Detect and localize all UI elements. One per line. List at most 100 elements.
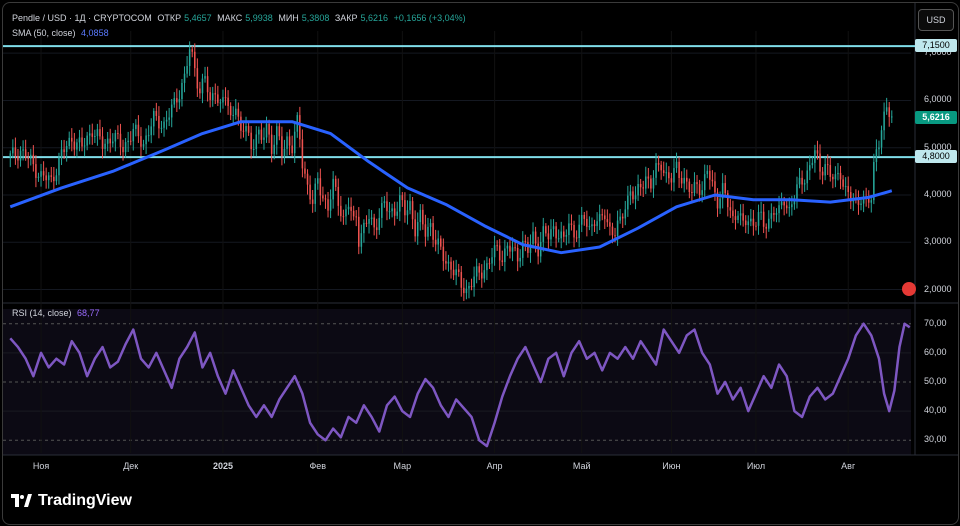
candles-group — [9, 41, 893, 302]
candle-body — [68, 137, 70, 147]
candle-body — [785, 205, 788, 209]
candle-body — [437, 238, 439, 245]
candle-body — [816, 150, 819, 154]
currency-button[interactable]: USD — [918, 9, 954, 31]
candle-body — [399, 195, 401, 212]
candle-body — [50, 175, 53, 177]
candle-body — [278, 126, 281, 137]
candle-body — [847, 186, 849, 193]
candle-body — [73, 141, 76, 150]
candle-body — [821, 171, 824, 176]
last-price-label: 5,6216 — [915, 111, 957, 125]
tradingview-logo[interactable]: TradingView — [11, 492, 132, 510]
candle-body — [645, 176, 647, 189]
candle-body — [224, 97, 227, 99]
candle-body — [247, 126, 250, 133]
candle-body — [675, 161, 678, 169]
candle-body — [409, 201, 411, 211]
candle-body — [637, 183, 639, 196]
candle-body — [173, 98, 176, 105]
candle-body — [519, 257, 521, 262]
candle-body — [209, 92, 211, 100]
candle-body — [475, 266, 478, 277]
candle-body — [368, 218, 370, 224]
rsi-pane-background — [3, 309, 911, 455]
candle-body — [27, 157, 29, 159]
candle-body — [250, 132, 252, 150]
candle-body — [468, 286, 470, 289]
candle-body — [583, 214, 586, 219]
candle-body — [452, 269, 455, 276]
candle-body — [601, 214, 603, 216]
candle-body — [32, 154, 35, 165]
candle-body — [122, 146, 124, 153]
candle-body — [427, 226, 429, 237]
candle-body — [596, 221, 598, 226]
candle-body — [424, 224, 427, 237]
candle-body — [716, 192, 719, 209]
candle-body — [150, 126, 152, 136]
candle-body — [153, 110, 155, 127]
candle-body — [445, 261, 447, 264]
candle-body — [788, 207, 791, 209]
candle-body — [660, 164, 662, 171]
candle-body — [337, 186, 340, 206]
candle-body — [824, 164, 826, 176]
candle-body — [857, 199, 860, 205]
chart-canvas[interactable] — [3, 3, 958, 524]
candle-body — [832, 176, 834, 180]
candle-body — [276, 126, 278, 145]
candle-body — [842, 179, 844, 187]
candle-body — [796, 184, 798, 199]
candle-body — [752, 218, 755, 226]
candle-body — [627, 195, 629, 210]
candle-body — [806, 170, 808, 184]
candle-body — [281, 136, 283, 157]
candle-body — [511, 247, 514, 252]
rsi-legend[interactable]: RSI (14, close) 68,77 — [12, 308, 103, 318]
candle-body — [286, 136, 288, 149]
candle-body — [188, 49, 191, 66]
candle-body — [363, 222, 365, 234]
candle-body — [662, 170, 665, 173]
candle-body — [255, 134, 258, 150]
candle-body — [611, 226, 614, 236]
candle-body — [457, 269, 460, 273]
candle-body — [862, 197, 865, 204]
candle-body — [440, 238, 442, 247]
candle-body — [219, 102, 222, 104]
candle-body — [383, 201, 386, 204]
candle-body — [885, 107, 888, 112]
candle-body — [542, 226, 545, 242]
candle-body — [532, 231, 534, 244]
candle-body — [491, 257, 493, 264]
candle-body — [809, 165, 811, 171]
flag-icon[interactable] — [902, 282, 916, 296]
candle-body — [45, 175, 47, 181]
candle-body — [317, 178, 319, 184]
rsi-tick-label: 40,00 — [924, 405, 947, 416]
candle-body — [155, 110, 158, 116]
candle-body — [196, 68, 199, 89]
candle-body — [701, 190, 703, 195]
time-tick-label: Апр — [486, 461, 503, 471]
candle-body — [565, 235, 568, 237]
candle-body — [778, 205, 780, 214]
time-tick-label: 2025 — [212, 461, 233, 471]
candle-body — [624, 209, 627, 219]
candle-body — [355, 216, 357, 218]
candle-body — [30, 154, 32, 159]
candle-body — [314, 183, 316, 204]
candle-body — [176, 98, 178, 103]
candle-body — [734, 216, 737, 220]
candle-body — [40, 171, 42, 177]
candle-body — [768, 218, 770, 229]
candle-body — [655, 163, 657, 178]
open-label: ОТКР — [157, 13, 182, 23]
symbol-label[interactable]: Pendle / USD · 1Д · CRYPTOCOM — [12, 13, 152, 23]
sma-legend[interactable]: SMA (50, close) 4,0858 — [12, 28, 112, 38]
time-tick-label: Ноя — [32, 461, 50, 471]
candle-body — [634, 195, 637, 200]
candle-body — [419, 209, 422, 223]
candle-body — [639, 183, 642, 188]
